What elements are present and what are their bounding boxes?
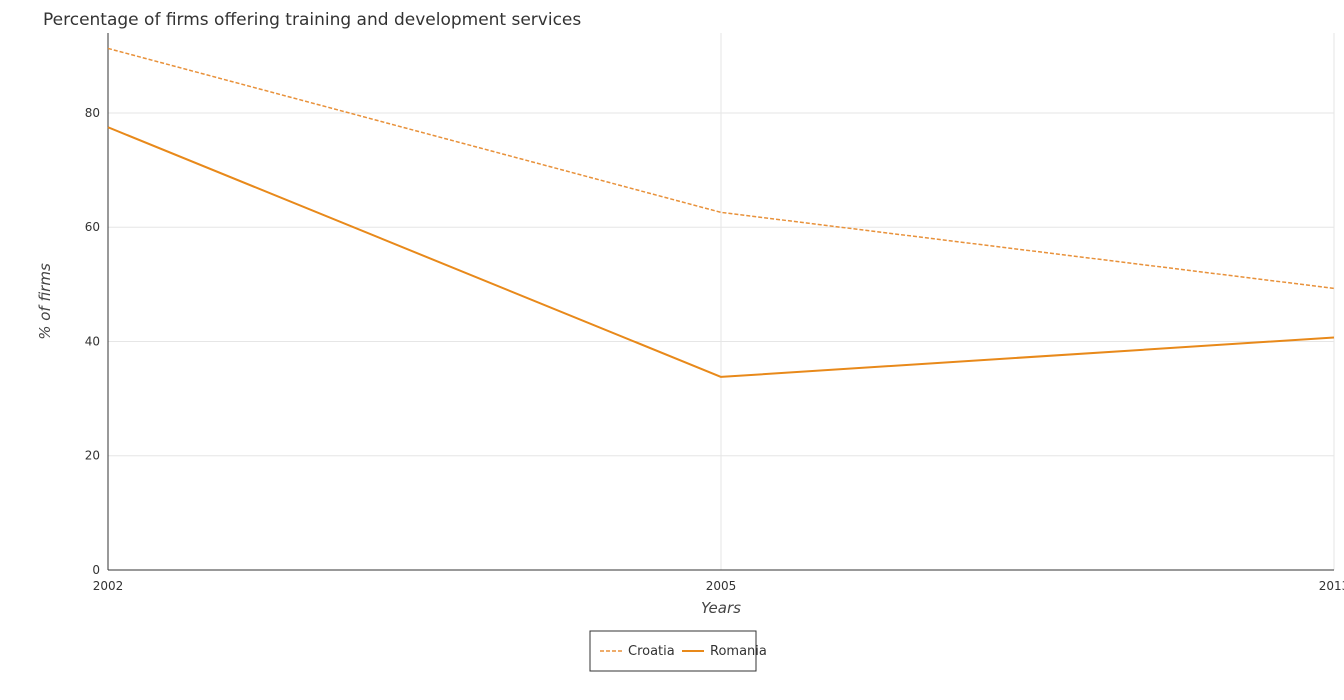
x-tick-label: 2013 bbox=[1319, 579, 1344, 593]
axes: 0 20 40 60 80 2002 2005 2013 bbox=[85, 33, 1344, 593]
y-tick-label: 20 bbox=[85, 449, 100, 463]
x-tick-label: 2002 bbox=[93, 579, 124, 593]
legend-box bbox=[589, 630, 757, 672]
grid bbox=[107, 33, 1335, 571]
legend: Croatia Romania bbox=[589, 630, 767, 672]
series-line-croatia bbox=[107, 47, 1335, 290]
series-line-romania bbox=[107, 126, 1335, 378]
legend-label-croatia: Croatia bbox=[628, 644, 675, 659]
y-axis-label: % of firms bbox=[36, 263, 54, 340]
legend-label-romania: Romania bbox=[710, 644, 767, 659]
series-lines bbox=[107, 47, 1335, 378]
chart-title: Percentage of firms offering training an… bbox=[43, 10, 581, 30]
y-tick-label: 40 bbox=[85, 334, 100, 348]
x-tick-label: 2005 bbox=[706, 579, 737, 593]
y-tick-label: 0 bbox=[92, 563, 100, 577]
x-axis-label: Years bbox=[701, 599, 741, 617]
y-tick-label: 60 bbox=[85, 220, 100, 234]
y-tick-label: 80 bbox=[85, 106, 100, 120]
